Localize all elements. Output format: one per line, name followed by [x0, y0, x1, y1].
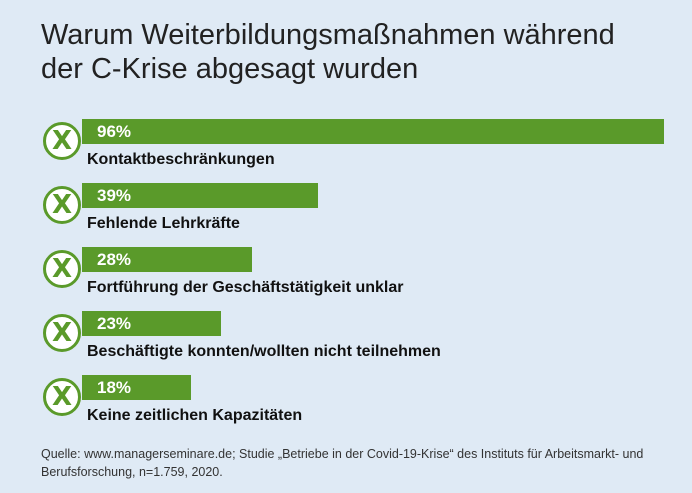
bar-row: X 28% Fortführung der Geschäftstätigkeit… [0, 247, 692, 311]
bar [82, 183, 319, 208]
bar-row: X 96% Kontaktbeschränkungen [0, 119, 692, 183]
source-line-2: Berufsforschung, n=1.759, 2020. [41, 465, 223, 479]
x-circle-icon: X [43, 122, 81, 160]
x-circle-icon: X [43, 314, 81, 352]
x-circle-icon: X [43, 186, 81, 224]
bar [82, 375, 192, 400]
bar-category-label: Fortführung der Geschäftstätigkeit unkla… [87, 279, 404, 296]
x-circle-icon: X [43, 250, 81, 288]
bar-category-label: Kontaktbeschränkungen [87, 151, 275, 168]
source-line-1: Quelle: www.managerseminare.de; Studie „… [41, 447, 644, 461]
bar [82, 311, 222, 336]
source-note: Quelle: www.managerseminare.de; Studie „… [41, 445, 671, 481]
chart-title: Warum Weiterbildungsmaßnahmen während de… [41, 18, 681, 86]
bar-category-label: Keine zeitlichen Kapazitäten [87, 407, 303, 424]
bar-category-label: Fehlende Lehrkräfte [87, 215, 240, 232]
bar [82, 247, 252, 272]
chart-title-line-1: Warum Weiterbildungsmaßnahmen während [41, 19, 615, 51]
bar-value-label: 28% [97, 250, 132, 269]
bar-category-label: Beschäftigte konnten/wollten nicht teiln… [87, 343, 441, 360]
bar-value-label: 18% [97, 378, 132, 397]
chart-title-line-2: der C-Krise abgesagt wurden [41, 53, 419, 85]
bar-value-label: 96% [97, 122, 132, 141]
x-circle-icon: X [43, 378, 81, 416]
bar [82, 119, 664, 144]
bar-row: X 23% Beschäftigte konnten/wollten nicht… [0, 311, 692, 375]
bar-value-label: 39% [97, 186, 132, 205]
bar-row: X 18% Keine zeitlichen Kapazitäten [0, 375, 692, 439]
bar-row: X 39% Fehlende Lehrkräfte [0, 183, 692, 247]
bar-value-label: 23% [97, 314, 132, 333]
